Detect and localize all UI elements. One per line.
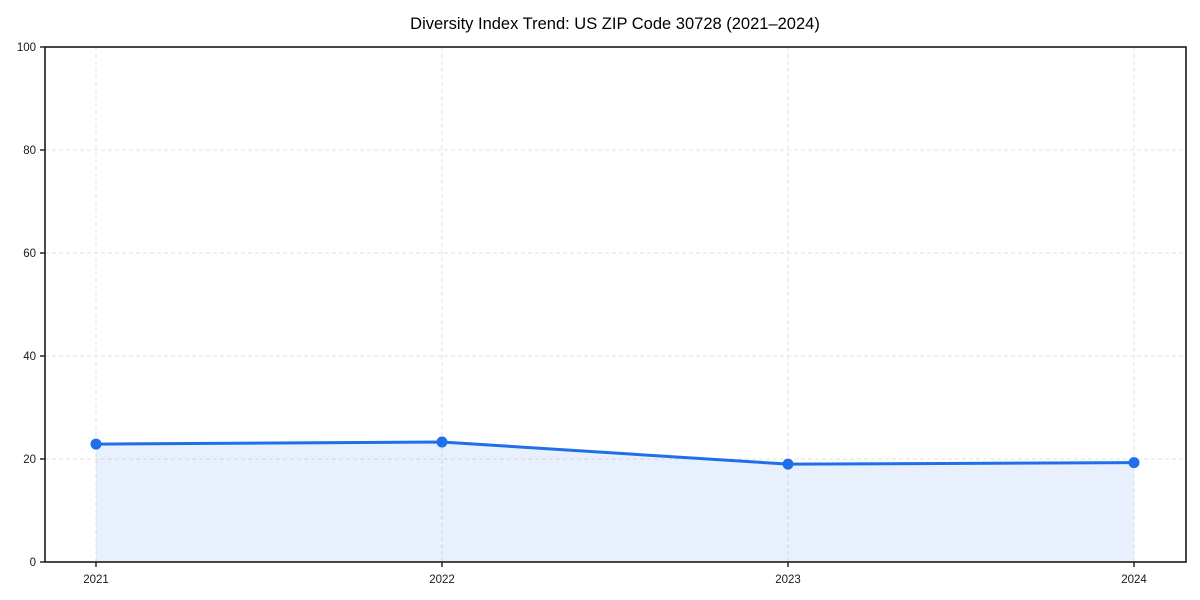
y-tick-label: 80 <box>23 145 36 157</box>
area-fill <box>96 442 1134 562</box>
data-point-2021 <box>90 438 102 450</box>
axis-spines <box>44 46 1187 563</box>
x-tick-label: 2021 <box>83 574 109 586</box>
x-tick-label: 2023 <box>775 574 801 586</box>
y-tick-label: 0 <box>30 557 36 569</box>
x-tick-label: 2024 <box>1121 574 1147 586</box>
y-tick-label: 100 <box>17 42 36 54</box>
data-point-2022 <box>436 436 448 448</box>
plot-area: 0 20 40 60 80 100 2021 2022 2023 2024 <box>17 42 1187 586</box>
y-tick-label: 20 <box>23 454 36 466</box>
chart-title: Diversity Index Trend: US ZIP Code 30728… <box>410 15 820 33</box>
data-point-2023 <box>782 458 794 470</box>
y-tick-label: 60 <box>23 248 36 260</box>
data-point-2024 <box>1128 457 1140 469</box>
x-tick-label: 2022 <box>429 574 455 586</box>
trend-line <box>94 440 1136 466</box>
y-tick-label: 40 <box>23 351 36 363</box>
